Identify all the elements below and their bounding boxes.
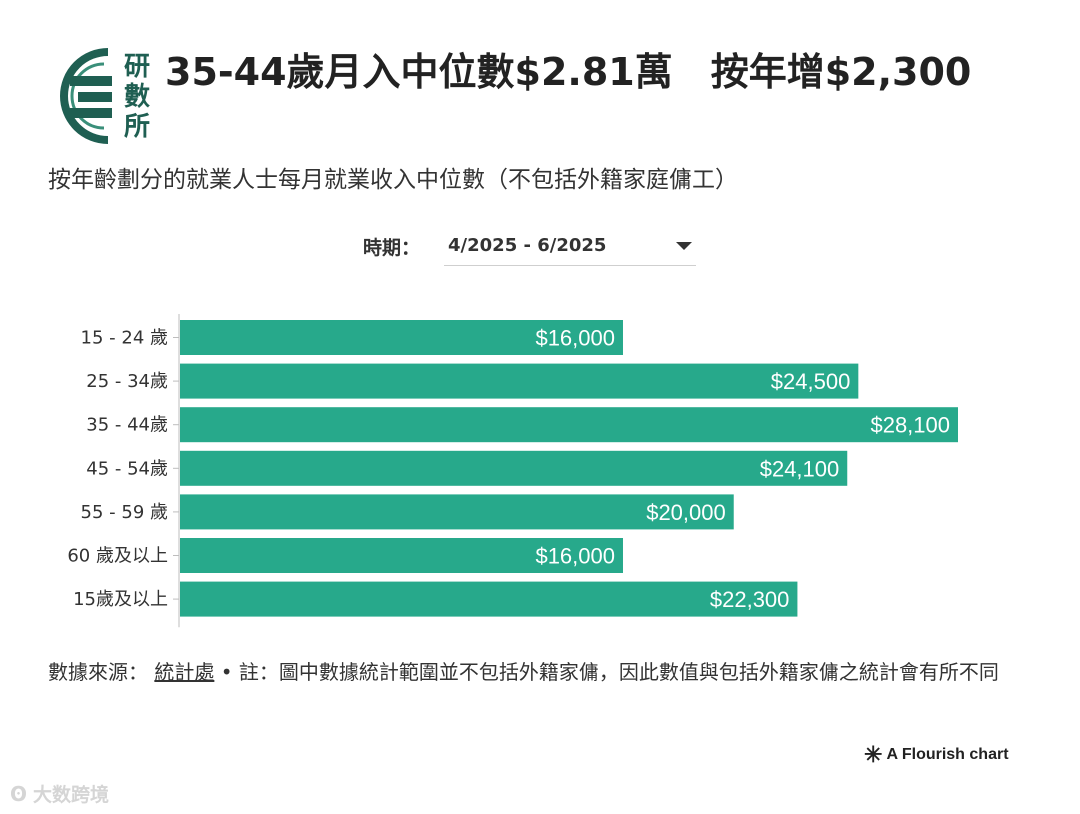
category-label: 15 - 24 歲 (81, 328, 168, 349)
category-label: 35 - 44歲 (86, 415, 168, 436)
flourish-asterisk-icon: ✳ (864, 742, 883, 767)
bar-chart: 15 - 24 歲 $16,000 25 - 34歲 $24,500 35 - 44歲 $… (67, 314, 958, 628)
chart-title: 35-44歲月入中位數$2.81萬 按年增$2,300 (165, 50, 972, 94)
logo-char-3: 所 (123, 112, 150, 142)
chevron-down-icon[interactable] (676, 241, 693, 250)
footer-note: 數據來源： 統計處 • 註：圖中數據統計範圍並不包括外籍家傭，因此數值與包括外籍… (48, 656, 1038, 688)
flourish-credit[interactable]: ✳ A Flourish chart (864, 744, 1009, 766)
data-label: $16,000 (535, 326, 615, 351)
category-label: 55 - 59 歲 (81, 502, 168, 523)
category-label: 25 - 34歲 (86, 371, 168, 392)
data-label: $24,500 (771, 369, 851, 394)
period-dropdown[interactable]: 4/2025 - 6/2025 (444, 226, 697, 266)
data-label: $22,300 (710, 587, 790, 612)
data-label: $24,100 (760, 456, 840, 481)
bar[interactable] (180, 407, 958, 443)
credit-text: A Flourish chart (886, 746, 1009, 763)
chart-subtitle: 按年齡劃分的就業人士每月就業收入中位數（不包括外籍家庭傭工） (48, 167, 738, 193)
separator: • (220, 660, 233, 684)
bar[interactable] (180, 450, 848, 486)
bar[interactable] (180, 494, 734, 530)
watermark-icon: ʘ (10, 781, 28, 806)
bar[interactable] (180, 538, 623, 573)
source-label: 數據來源： (48, 660, 148, 684)
data-label: $16,000 (535, 544, 615, 569)
data-label: $20,000 (646, 500, 726, 525)
category-label: 45 - 54歲 (86, 458, 168, 479)
category-label: 15歲及以上 (73, 589, 168, 610)
logo-emblem-icon (60, 48, 112, 144)
period-control: 時期： 4/2025 - 6/2025 (363, 226, 697, 266)
period-label: 時期： (363, 236, 421, 259)
period-value: 4/2025 - 6/2025 (448, 235, 607, 256)
data-label: $28,100 (870, 413, 950, 438)
note-text: 註：圖中數據統計範圍並不包括外籍家傭，因此數值與包括外籍家傭之統計會有所不同 (238, 660, 999, 684)
bar[interactable] (180, 320, 623, 355)
logo-char-2: 數 (123, 82, 150, 112)
watermark: ʘ 大数跨境 (10, 780, 109, 807)
bar[interactable] (180, 363, 859, 399)
bar[interactable] (180, 581, 798, 617)
logo-char-1: 研 (123, 52, 150, 82)
logo: 研 數 所 (48, 44, 152, 148)
category-label: 60 歲及以上 (67, 546, 168, 567)
source-link[interactable]: 統計處 (154, 660, 215, 684)
watermark-text: 大数跨境 (33, 784, 110, 806)
